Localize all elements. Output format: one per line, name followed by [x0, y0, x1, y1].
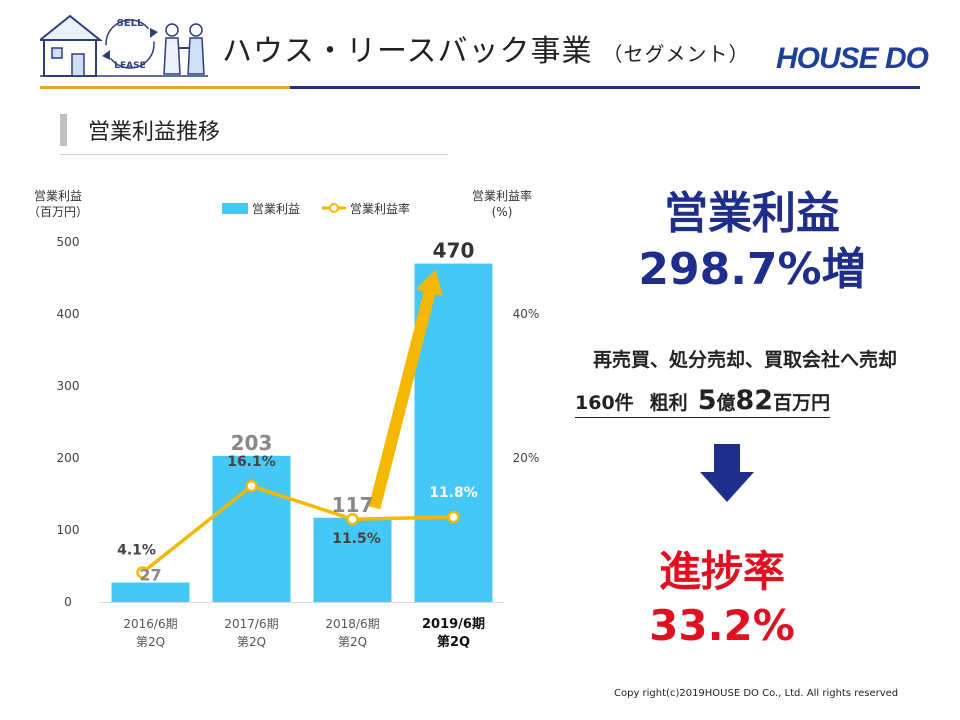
bar-1: [212, 455, 291, 602]
chart-legend: 営業利益 営業利益率: [222, 201, 410, 216]
detail-count: 160件: [575, 392, 634, 414]
bar-2: [313, 517, 392, 602]
header-divider-navy: [290, 86, 920, 89]
y2-tick-label: 40%: [513, 307, 540, 321]
y-axis-title-line: 営業利益: [34, 189, 82, 203]
page-title-main: ハウス・リースバック事業: [222, 34, 593, 69]
bar-0: [111, 582, 190, 602]
line-point-3: [447, 510, 460, 524]
bar-value-label: 470: [433, 239, 475, 263]
progress-label: 進捗率: [658, 547, 785, 596]
line-value-label: 16.1%: [227, 454, 276, 470]
header-divider-orange: [40, 86, 290, 89]
y-axis-title: 営業利益 （百万円）: [28, 189, 88, 219]
section-marker: [60, 114, 67, 146]
y-tick-label: 300: [57, 379, 80, 393]
bar-value-label: 203: [231, 431, 273, 455]
growth-arrow: [368, 269, 444, 510]
legend-bar-label: 営業利益: [252, 202, 300, 216]
y-tick-label: 500: [57, 235, 80, 249]
section-underline: [60, 154, 448, 155]
x-tick-label: 2019/6期: [422, 617, 485, 632]
y2-tick-label: 20%: [513, 451, 540, 465]
legend-bar-swatch: [222, 203, 248, 214]
x-tick-label: 2016/6期: [123, 617, 177, 631]
y-tick-label: 200: [57, 451, 80, 465]
y-tick-label: 0: [64, 595, 72, 609]
y2-axis-title: 営業利益率 (%): [472, 188, 532, 219]
bar-value-label: 27: [139, 565, 161, 584]
down-arrow-icon: [700, 444, 754, 504]
bar-value-label: 117: [332, 493, 374, 517]
headline-line2: 298.7%増: [638, 244, 866, 295]
badge-bottom-text: LEASE: [114, 61, 145, 71]
header-illustration: SELL LEASE: [37, 8, 210, 80]
detail-value-2: 82: [735, 385, 774, 416]
line-path: [141, 484, 454, 574]
line-value-label: 11.8%: [429, 485, 478, 501]
line-series: [136, 479, 460, 579]
x-tick-label: 第2Q: [136, 635, 165, 649]
x-tick-label: 第2Q: [237, 635, 266, 649]
detail-value-1: 5: [697, 385, 717, 416]
detail-unit-1: 億: [716, 392, 736, 414]
x-tick-label: 第2Q: [338, 635, 367, 649]
y-axis-ticks: 0 100 200 300 400 500: [57, 235, 80, 609]
company-logo: HOUSE DO: [776, 42, 929, 75]
y2-axis-title-line: (%): [492, 205, 513, 219]
progress-value: 33.2%: [649, 601, 795, 650]
y2-axis-ticks: 20% 40%: [513, 307, 540, 465]
page-title: ハウス・リースバック事業 （セグメント）: [222, 26, 750, 70]
headline-line1: 営業利益: [664, 188, 840, 239]
y-axis-title-line: （百万円）: [28, 205, 88, 219]
x-tick-label: 2017/6期: [224, 617, 278, 631]
legend-line-marker: [329, 203, 339, 213]
line-point-0: [136, 566, 149, 579]
legend-line-label: 営業利益率: [350, 201, 410, 216]
line-value-label: 11.5%: [332, 531, 381, 547]
line-value-label: 4.1%: [117, 542, 156, 558]
x-tick-label: 2018/6期: [325, 617, 379, 631]
page-title-sub: （セグメント）: [602, 42, 750, 66]
section-title: 営業利益推移: [88, 120, 221, 145]
data-labels: 27 203 117 470 4.1% 16.1% 11.5% 11.8%: [117, 239, 478, 585]
chart: 営業利益 （百万円） 営業利益率 (%) 営業利益 営業利益率 0 100 200 300 4…: [20, 180, 560, 660]
house-handshake-icon: SELL LEASE: [37, 14, 208, 77]
growth-arrow-shape: [368, 269, 444, 510]
y-tick-label: 100: [57, 523, 80, 537]
y2-axis-title-line: 営業利益率: [472, 188, 532, 203]
badge-top-text: SELL: [117, 18, 144, 29]
detail-description: 再売買、処分売却、買取会社へ売却: [592, 349, 897, 371]
combo-chart: 営業利益（百万円） 営業利益率(%) 営業利益 営業利益率 01002003004…: [28, 188, 540, 650]
headline: 営業利益 298.7%増: [592, 186, 912, 298]
copyright: Copy right(c)2019HOUSE DO Co., Ltd. All …: [614, 688, 899, 699]
detail-label: 粗利: [649, 392, 688, 414]
line-point-1: [245, 479, 258, 493]
y-tick-label: 400: [57, 307, 80, 321]
line-point-2: [346, 512, 359, 526]
x-tick-label: 第2Q: [437, 634, 470, 650]
detail-unit-2: 百万円: [773, 392, 831, 414]
detail-figures: 160件 粗利 5億82百万円: [575, 385, 831, 418]
